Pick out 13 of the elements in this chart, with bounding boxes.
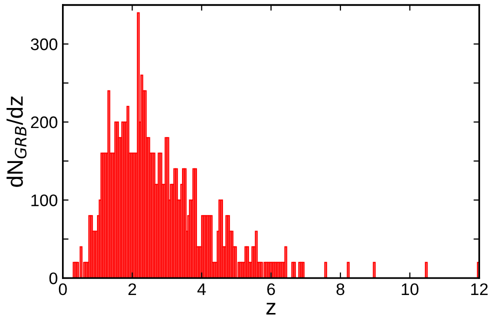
x-tick-label: 8 bbox=[336, 283, 344, 296]
x-tick-label: 6 bbox=[267, 283, 275, 296]
x-tick-label: 12 bbox=[471, 283, 488, 295]
y-tick-label: 100 bbox=[31, 194, 58, 206]
x-tick-label: 0 bbox=[58, 283, 67, 296]
y-axis-title: dN$_{GRB}$/dz bbox=[6, 96, 27, 187]
x-tick-label: 10 bbox=[402, 283, 418, 296]
y-tick-label: 200 bbox=[31, 116, 58, 128]
x-tick-label: 2 bbox=[128, 283, 136, 295]
y-tick-label: 0 bbox=[49, 272, 58, 284]
y-tick-label: 300 bbox=[30, 38, 58, 50]
x-tick-label: 4 bbox=[197, 284, 206, 295]
x-axis-title: z bbox=[266, 302, 276, 315]
